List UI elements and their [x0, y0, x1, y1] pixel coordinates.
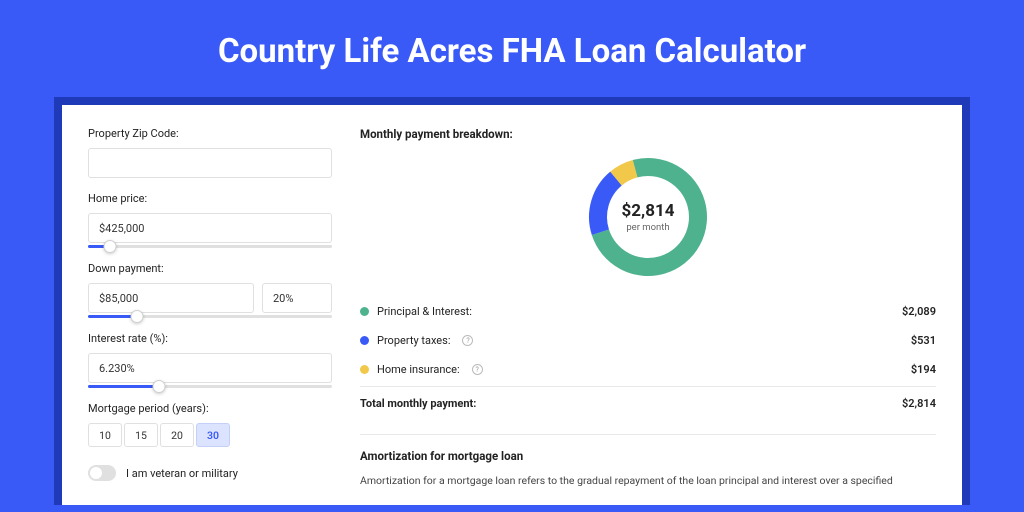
veteran-row: I am veteran or military — [88, 465, 332, 481]
amort-text: Amortization for a mortgage loan refers … — [360, 473, 936, 489]
legend-label: Principal & Interest: — [377, 305, 472, 318]
zip-label: Property Zip Code: — [88, 127, 332, 140]
period-button-group: 10152030 — [88, 423, 332, 447]
legend-value: $194 — [911, 363, 936, 376]
rate-slider[interactable] — [88, 385, 332, 388]
period-btn-15[interactable]: 15 — [124, 423, 158, 447]
breakdown-panel: Monthly payment breakdown: $2,814 per mo… — [360, 127, 936, 505]
price-field: Home price: — [88, 192, 332, 248]
down-label: Down payment: — [88, 262, 332, 275]
price-input[interactable] — [88, 213, 332, 243]
down-amount-input[interactable] — [88, 283, 254, 313]
down-field: Down payment: — [88, 262, 332, 318]
form-panel: Property Zip Code: Home price: Down paym… — [88, 127, 332, 505]
period-btn-10[interactable]: 10 — [88, 423, 122, 447]
legend-label: Property taxes: — [377, 334, 450, 347]
rate-field: Interest rate (%): — [88, 332, 332, 388]
rate-input[interactable] — [88, 353, 332, 383]
total-label: Total monthly payment: — [360, 397, 476, 410]
donut-amount: $2,814 — [622, 201, 675, 221]
veteran-toggle[interactable] — [88, 465, 116, 481]
period-btn-20[interactable]: 20 — [160, 423, 194, 447]
donut-chart: $2,814 per month — [360, 155, 936, 279]
zip-field: Property Zip Code: — [88, 127, 332, 178]
legend-value: $531 — [911, 334, 936, 347]
calculator-card: Property Zip Code: Home price: Down paym… — [62, 105, 962, 505]
price-slider[interactable] — [88, 245, 332, 248]
down-slider[interactable] — [88, 315, 332, 318]
legend-dot — [360, 365, 369, 374]
total-value: $2,814 — [902, 397, 936, 410]
legend-label: Home insurance: — [377, 363, 460, 376]
amort-title: Amortization for mortgage loan — [360, 449, 936, 463]
legend-row: Principal & Interest: $2,089 — [360, 297, 936, 326]
total-row: Total monthly payment: $2,814 — [360, 386, 936, 418]
rate-label: Interest rate (%): — [88, 332, 332, 345]
period-label: Mortgage period (years): — [88, 402, 332, 415]
legend-row: Home insurance:? $194 — [360, 355, 936, 384]
card-container: Property Zip Code: Home price: Down paym… — [54, 97, 970, 505]
period-btn-30[interactable]: 30 — [196, 423, 230, 447]
period-field: Mortgage period (years): 10152030 — [88, 402, 332, 447]
veteran-label: I am veteran or military — [126, 467, 238, 480]
legend-dot — [360, 336, 369, 345]
legend-row: Property taxes:? $531 — [360, 326, 936, 355]
info-icon[interactable]: ? — [472, 364, 483, 375]
amortization-section: Amortization for mortgage loan Amortizat… — [360, 434, 936, 489]
price-label: Home price: — [88, 192, 332, 205]
down-pct-input[interactable] — [262, 283, 332, 313]
donut-sub: per month — [622, 222, 675, 233]
legend-value: $2,089 — [902, 305, 936, 318]
info-icon[interactable]: ? — [462, 335, 473, 346]
zip-input[interactable] — [88, 148, 332, 178]
page-title: Country Life Acres FHA Loan Calculator — [0, 0, 1024, 97]
legend-dot — [360, 307, 369, 316]
legend: Principal & Interest: $2,089 Property taxe… — [360, 297, 936, 384]
breakdown-title: Monthly payment breakdown: — [360, 127, 936, 141]
